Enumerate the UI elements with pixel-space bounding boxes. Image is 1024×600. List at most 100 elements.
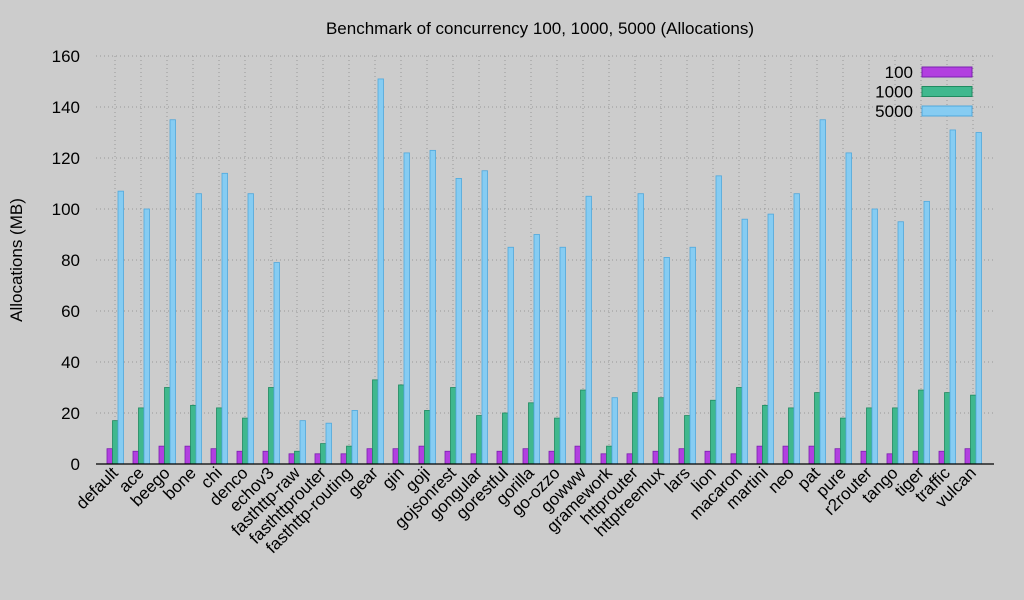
bar-1000-neo: [788, 407, 795, 465]
bar-100-gin: [392, 448, 399, 465]
x-tick-label: gear: [344, 463, 382, 501]
bar-1000-gramework: [606, 445, 613, 465]
legend-swatch: [921, 86, 973, 97]
bar-1000-tiger: [918, 389, 925, 465]
bar-1000-lion: [710, 399, 717, 465]
bar-1000-denco: [242, 417, 249, 465]
bar-100-bone: [184, 445, 191, 465]
y-tick-label: 20: [61, 404, 80, 423]
legend-label: 1000: [875, 83, 913, 102]
chart-title: Benchmark of concurrency 100, 1000, 5000…: [326, 19, 754, 38]
bar-5000-gorestful: [507, 246, 514, 465]
bar-5000-chi: [221, 172, 228, 465]
y-tick-label: 40: [61, 353, 80, 372]
bar-1000-goji: [424, 410, 431, 465]
bar-100-tiger: [912, 450, 919, 465]
bar-5000-default: [117, 190, 124, 465]
bar-100-beego: [158, 445, 165, 465]
bar-5000-martini: [767, 213, 774, 465]
bar-100-echov3: [262, 450, 269, 465]
y-tick-label: 160: [52, 47, 80, 66]
bar-100-pat: [808, 445, 815, 465]
bar-5000-goji: [429, 149, 436, 465]
bar-100-fasthttprouter: [314, 453, 321, 465]
bar-100-gojsonrest: [444, 450, 451, 465]
y-tick-label: 60: [61, 302, 80, 321]
bar-1000-traffic: [944, 392, 951, 465]
bar-5000-vulcan: [975, 132, 982, 465]
bar-1000-go-ozzo: [554, 417, 561, 465]
bar-1000-echov3: [268, 387, 275, 465]
bar-1000-default: [112, 420, 119, 465]
bar-5000-fasthttp-raw: [299, 420, 306, 465]
bar-100-chi: [210, 448, 217, 465]
bar-100-gramework: [600, 453, 607, 465]
bar-5000-gorilla: [533, 234, 540, 465]
bar-1000-pat: [814, 392, 821, 465]
bar-1000-chi: [216, 407, 223, 465]
bar-100-r2router: [860, 450, 867, 465]
bar-5000-macaron: [741, 218, 748, 465]
bar-100-gorilla: [522, 448, 529, 465]
bar-1000-pure: [840, 417, 847, 465]
bar-5000-echov3: [273, 262, 280, 465]
y-tick-label: 120: [52, 149, 80, 168]
legend-label: 5000: [875, 102, 913, 121]
bar-100-lion: [704, 450, 711, 465]
bar-5000-tiger: [923, 200, 930, 465]
bar-100-martini: [756, 445, 763, 465]
bar-100-traffic: [938, 450, 945, 465]
bar-100-gongular: [470, 453, 477, 465]
bar-5000-gojsonrest: [455, 177, 462, 465]
bar-5000-gear: [377, 78, 384, 465]
bar-5000-pure: [845, 152, 852, 465]
bar-5000-gowww: [585, 195, 592, 465]
bar-5000-neo: [793, 193, 800, 465]
bar-1000-gorilla: [528, 402, 535, 465]
bar-1000-tango: [892, 407, 899, 465]
legend-swatch: [921, 105, 973, 117]
bar-100-fasthttp-routing: [340, 453, 347, 465]
bar-100-default: [106, 448, 113, 465]
bar-100-denco: [236, 450, 243, 465]
bar-5000-fasthttprouter: [325, 422, 332, 465]
bar-5000-gramework: [611, 397, 618, 465]
bar-100-fasthttp-raw: [288, 453, 295, 465]
y-tick-label: 100: [52, 200, 80, 219]
bar-5000-gin: [403, 152, 410, 465]
x-tick-label: gin: [378, 463, 407, 492]
bar-1000-gear: [372, 379, 379, 465]
bar-100-vulcan: [964, 448, 971, 465]
bar-1000-gowww: [580, 389, 587, 465]
bar-1000-gojsonrest: [450, 387, 457, 465]
bar-1000-bone: [190, 404, 197, 465]
bar-1000-r2router: [866, 407, 873, 465]
bar-5000-gongular: [481, 170, 488, 465]
bar-100-tango: [886, 453, 893, 465]
bar-5000-lion: [715, 175, 722, 465]
bar-5000-ace: [143, 208, 150, 465]
bar-100-lars: [678, 448, 685, 465]
bar-100-httptreemux: [652, 450, 659, 465]
bar-1000-beego: [164, 387, 171, 465]
bar-5000-r2router: [871, 208, 878, 465]
bar-5000-httprouter: [637, 193, 644, 465]
bar-100-gorestful: [496, 450, 503, 465]
bar-1000-fasthttp-raw: [294, 450, 301, 465]
y-axis-label: Allocations (MB): [7, 198, 26, 322]
bar-5000-fasthttp-routing: [351, 410, 358, 465]
bar-1000-fasthttprouter: [320, 443, 327, 465]
bar-5000-traffic: [949, 129, 956, 465]
bar-1000-gin: [398, 384, 405, 465]
bar-1000-gongular: [476, 415, 483, 465]
legend-swatch: [921, 66, 973, 78]
bar-1000-httptreemux: [658, 397, 665, 465]
bar-1000-martini: [762, 404, 769, 465]
bar-5000-lars: [689, 246, 696, 465]
bar-100-goji: [418, 445, 425, 465]
legend-label: 100: [885, 63, 913, 82]
bar-1000-macaron: [736, 387, 743, 465]
y-tick-label: 140: [52, 98, 80, 117]
bar-100-macaron: [730, 453, 737, 465]
